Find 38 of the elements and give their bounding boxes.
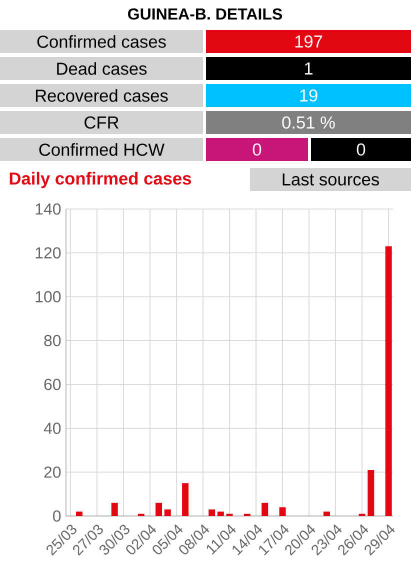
y-tick-label: 20 (44, 466, 61, 478)
y-tick-label: 60 (44, 378, 61, 390)
y-tick-label: 40 (44, 422, 61, 434)
bar (226, 514, 233, 516)
bar (279, 507, 286, 516)
text: GUINEA-B. DETAILS (128, 8, 282, 20)
bar (164, 509, 171, 516)
bar (323, 512, 330, 516)
text: 197 (295, 35, 322, 48)
bar (358, 514, 366, 516)
bar (208, 509, 216, 516)
text: Dead cases (57, 62, 147, 75)
text: 0.51 % (282, 116, 335, 129)
text: Confirmed cases (37, 35, 166, 48)
text: 1 (305, 62, 312, 74)
text: Confirmed HCW (39, 143, 164, 156)
bar (138, 514, 144, 516)
text: Recovered cases (36, 89, 168, 102)
y-tick-label: 120 (36, 247, 61, 259)
bar (262, 502, 268, 516)
y-tick-label: 140 (36, 203, 61, 215)
y-tick-label: 100 (36, 291, 61, 302)
bar (182, 483, 189, 516)
text: CFR (84, 116, 118, 129)
bar (156, 502, 162, 516)
bar (217, 512, 224, 516)
text: Last sources (282, 173, 380, 186)
bar (385, 246, 392, 516)
text: 19 (300, 89, 318, 102)
y-tick-label: 80 (44, 334, 61, 346)
text: 0 (252, 143, 262, 156)
chart-title: Daily confirmed cases (10, 172, 192, 188)
bar (244, 514, 250, 516)
y-tick-label: 0 (53, 510, 61, 522)
bar (368, 470, 374, 516)
text: 0 (356, 143, 366, 156)
bar (76, 512, 83, 516)
bar (111, 502, 118, 516)
